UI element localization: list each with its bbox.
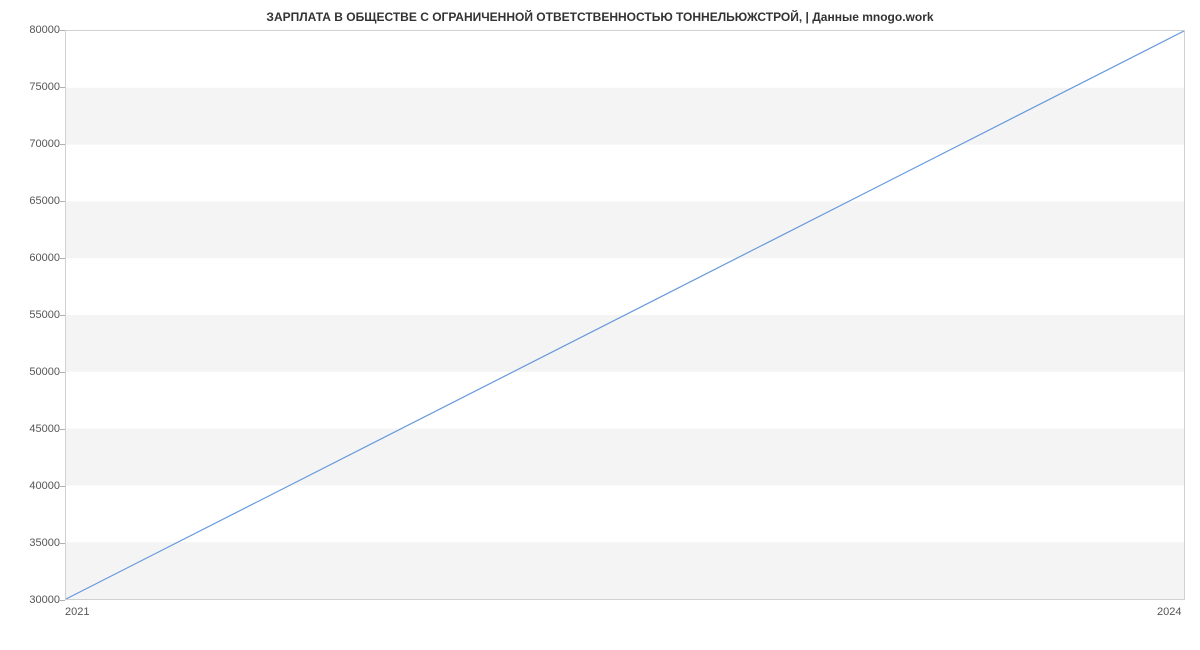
grid-band — [66, 201, 1184, 258]
x-tick-label: 2024 — [1157, 606, 1181, 618]
y-tick-label: 80000 — [5, 24, 60, 36]
y-tick-label: 35000 — [5, 537, 60, 549]
y-tick-mark — [60, 144, 65, 145]
y-tick-mark — [60, 201, 65, 202]
y-tick-label: 45000 — [5, 423, 60, 435]
y-tick-mark — [60, 429, 65, 430]
y-tick-label: 55000 — [5, 309, 60, 321]
chart-title: ЗАРПЛАТА В ОБЩЕСТВЕ С ОГРАНИЧЕННОЙ ОТВЕТ… — [0, 10, 1200, 24]
chart-container: 30000 35000 40000 45000 50000 55000 60000 65000… — [0, 30, 1200, 650]
y-tick-mark — [60, 372, 65, 373]
grid-band — [66, 429, 1184, 486]
y-tick-label: 75000 — [5, 81, 60, 93]
grid-band — [66, 315, 1184, 372]
x-tick-label: 2021 — [65, 606, 89, 618]
y-tick-label: 50000 — [5, 366, 60, 378]
y-tick-mark — [60, 600, 65, 601]
y-tick-mark — [60, 543, 65, 544]
grid-band — [66, 542, 1184, 599]
y-tick-mark — [60, 315, 65, 316]
y-tick-label: 30000 — [5, 594, 60, 606]
y-tick-mark — [60, 30, 65, 31]
y-tick-label: 60000 — [5, 252, 60, 264]
y-tick-label: 70000 — [5, 138, 60, 150]
plot-area — [65, 30, 1185, 600]
y-tick-mark — [60, 87, 65, 88]
y-tick-mark — [60, 486, 65, 487]
y-tick-label: 40000 — [5, 480, 60, 492]
chart-svg — [66, 31, 1184, 599]
y-tick-label: 65000 — [5, 195, 60, 207]
y-tick-mark — [60, 258, 65, 259]
